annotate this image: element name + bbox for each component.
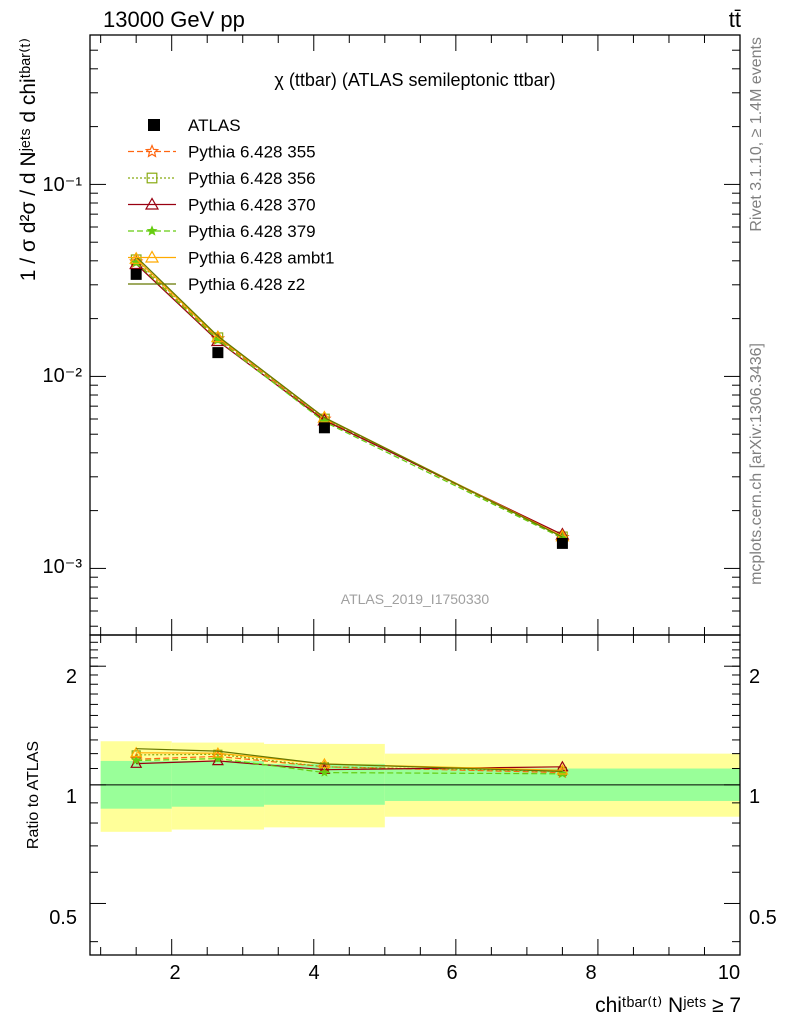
series-marker [317,410,332,423]
main-ylabel: 1 / σ d²σ / d Nʲᵉᵗˢ d chiᵗᵇᵃʳ⁽ᵗ⁾ [17,38,40,281]
legend-marker [146,172,158,184]
xtick-label: 2 [169,962,180,984]
legend-label: Pythia 6.428 ambt1 [188,249,334,268]
xtick-label: 6 [446,962,457,984]
ratio-marker [130,746,143,758]
plot-title: χ (ttbar) (ATLAS semileptonic ttbar) [274,70,555,90]
xtick-label: 4 [308,962,319,984]
process-label: tt̄ [729,7,741,32]
legend: ATLAS Pythia 6.428 355 Pythia 6.428 356 Pyt… [128,116,334,294]
main-ytick-label: 10⁻² [43,365,83,387]
analysis-watermark: ATLAS_2019_I1750330 [341,591,490,607]
legend-marker [144,197,160,210]
ratio-marker [319,767,330,777]
main-ytick-label: 10⁻³ [43,556,83,578]
ratio-plot-frame [89,634,741,956]
legend-marker [144,143,160,158]
legend-marker [146,225,158,236]
legend-label: Pythia 6.428 370 [188,196,316,215]
ratio-line [136,755,563,774]
energy-label: 13000 GeV pp [103,7,245,32]
xtick-label: 10 [718,962,740,984]
series-line [135,263,563,536]
legend-label: Pythia 6.428 379 [188,222,316,241]
legend-marker [144,250,160,263]
ratio-ytick-label-left: 0.5 [49,907,77,929]
main-ytick-label: 10⁻¹ [43,174,83,196]
ratio-marker [211,754,224,766]
legend-marker [148,119,160,131]
ratio-line [136,748,563,772]
mcplots-label: mcplots.cern.ch [arXiv:1306.3436] [748,343,765,585]
data-point [212,347,224,359]
xaxis-label: chiᵗᵇᵃʳ⁽ᵗ⁾ Nʲᵉᵗˢ ≥ 7 [595,994,741,1017]
series-lines [129,251,570,544]
ratio-lines [129,746,569,778]
ratio-ytick-label-left: 2 [66,666,77,688]
ratio-ylabel: Ratio to ATLAS [25,741,42,849]
legend-label: Pythia 6.428 z2 [188,275,305,294]
series-line [135,256,563,538]
legend-label: Pythia 6.428 356 [188,169,316,188]
ratio-ytick-label-left: 1 [66,786,77,808]
ratio-ytick-label-right: 2 [749,666,760,688]
legend-label: ATLAS [188,116,241,135]
ratio-ytick-label-right: 1 [749,786,760,808]
ratio-marker [211,746,224,758]
series-line [135,259,563,538]
ratio-line [136,753,563,772]
data-points [130,268,568,549]
rivet-label: Rivet 3.1.10, ≥ 1.4M events [748,37,765,232]
ratio-line [136,757,563,775]
ratio-ytick-label-right: 0.5 [749,907,777,929]
ratio-marker [556,764,569,775]
series-line [135,262,563,539]
series-line [135,258,563,537]
data-point [556,537,568,549]
inner-band-bin [171,760,265,807]
data-point [130,268,142,280]
series-line [135,261,563,538]
data-point [318,422,330,434]
series-marker [210,329,225,343]
series-marker [212,332,224,344]
xtick-label: 8 [585,962,596,984]
legend-label: Pythia 6.428 355 [188,143,316,162]
ratio-marker [131,755,141,765]
axis-ticks [90,35,741,955]
